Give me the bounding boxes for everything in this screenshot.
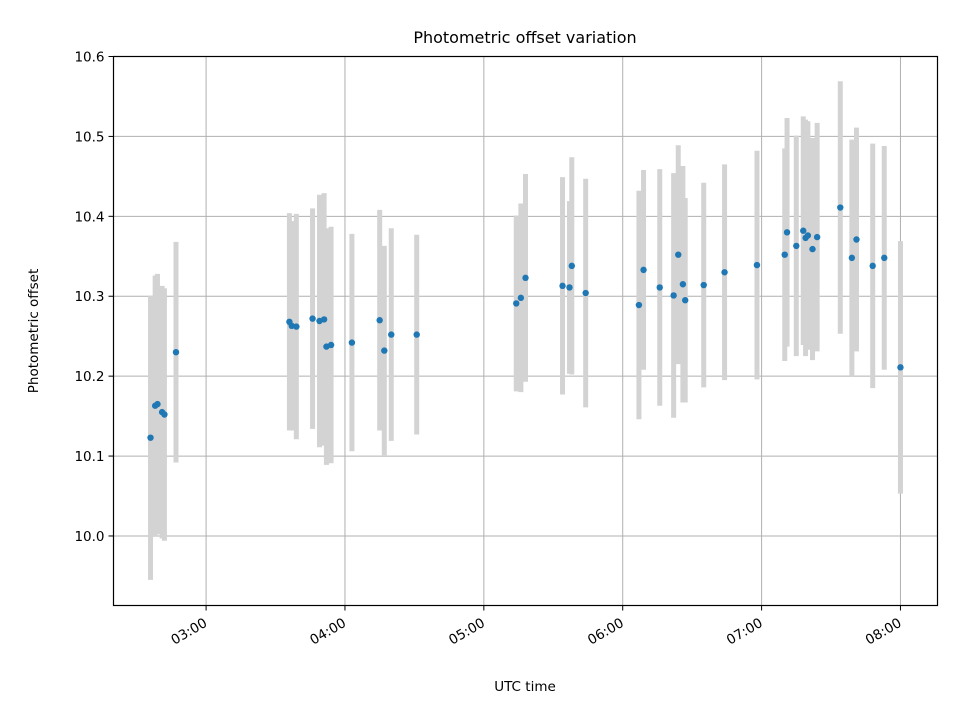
data-point [881, 254, 888, 262]
data-point [348, 339, 356, 346]
data-point [804, 232, 812, 239]
y-tick-label: 10.0 [74, 529, 104, 545]
data-point [327, 341, 335, 349]
data-point [559, 282, 566, 290]
data-point [376, 317, 383, 324]
data-point [700, 281, 707, 289]
data-point [381, 347, 388, 354]
data-points [147, 204, 904, 441]
y-tick-label: 10.5 [74, 129, 104, 145]
data-point [513, 300, 520, 307]
data-point [837, 204, 844, 211]
data-point [320, 316, 328, 323]
data-point [679, 281, 687, 288]
y-tick-label: 10.6 [74, 50, 104, 66]
data-point [172, 348, 180, 356]
y-axis: 10.0 10.1 10.2 10.3 10.4 10.5 10.6 [74, 50, 114, 545]
data-point [897, 364, 904, 371]
data-point [848, 254, 856, 262]
data-point [640, 266, 647, 274]
data-point [147, 434, 154, 441]
data-point [813, 233, 821, 241]
data-point [809, 245, 816, 253]
data-point [413, 331, 420, 338]
y-tick-label: 10.1 [74, 449, 104, 465]
data-point [753, 261, 761, 269]
data-point [783, 229, 791, 236]
data-point [522, 274, 529, 282]
data-point [309, 315, 316, 322]
data-point [566, 284, 573, 291]
data-point [161, 411, 168, 418]
data-point [781, 251, 788, 258]
data-point [721, 269, 728, 276]
data-point [154, 400, 161, 408]
data-point [869, 262, 876, 270]
data-point [517, 294, 525, 302]
data-point [675, 251, 682, 258]
data-point [582, 289, 589, 297]
data-point [293, 323, 300, 330]
data-point [793, 242, 800, 250]
x-axis-label: UTC time [494, 679, 556, 695]
data-point [388, 331, 395, 338]
plot-frame [112, 55, 939, 607]
data-point [568, 262, 575, 270]
data-point [635, 301, 643, 309]
y-tick-label: 10.4 [74, 209, 104, 225]
y-axis-label: Photometric offset [26, 269, 42, 393]
data-point [656, 284, 663, 291]
data-point [682, 297, 689, 304]
y-tick-label: 10.3 [74, 289, 104, 305]
chart-title: Photometric offset variation [413, 28, 636, 47]
data-point [853, 236, 860, 243]
y-tick-label: 10.2 [74, 369, 104, 385]
data-point [670, 292, 677, 299]
data-point [800, 227, 807, 234]
